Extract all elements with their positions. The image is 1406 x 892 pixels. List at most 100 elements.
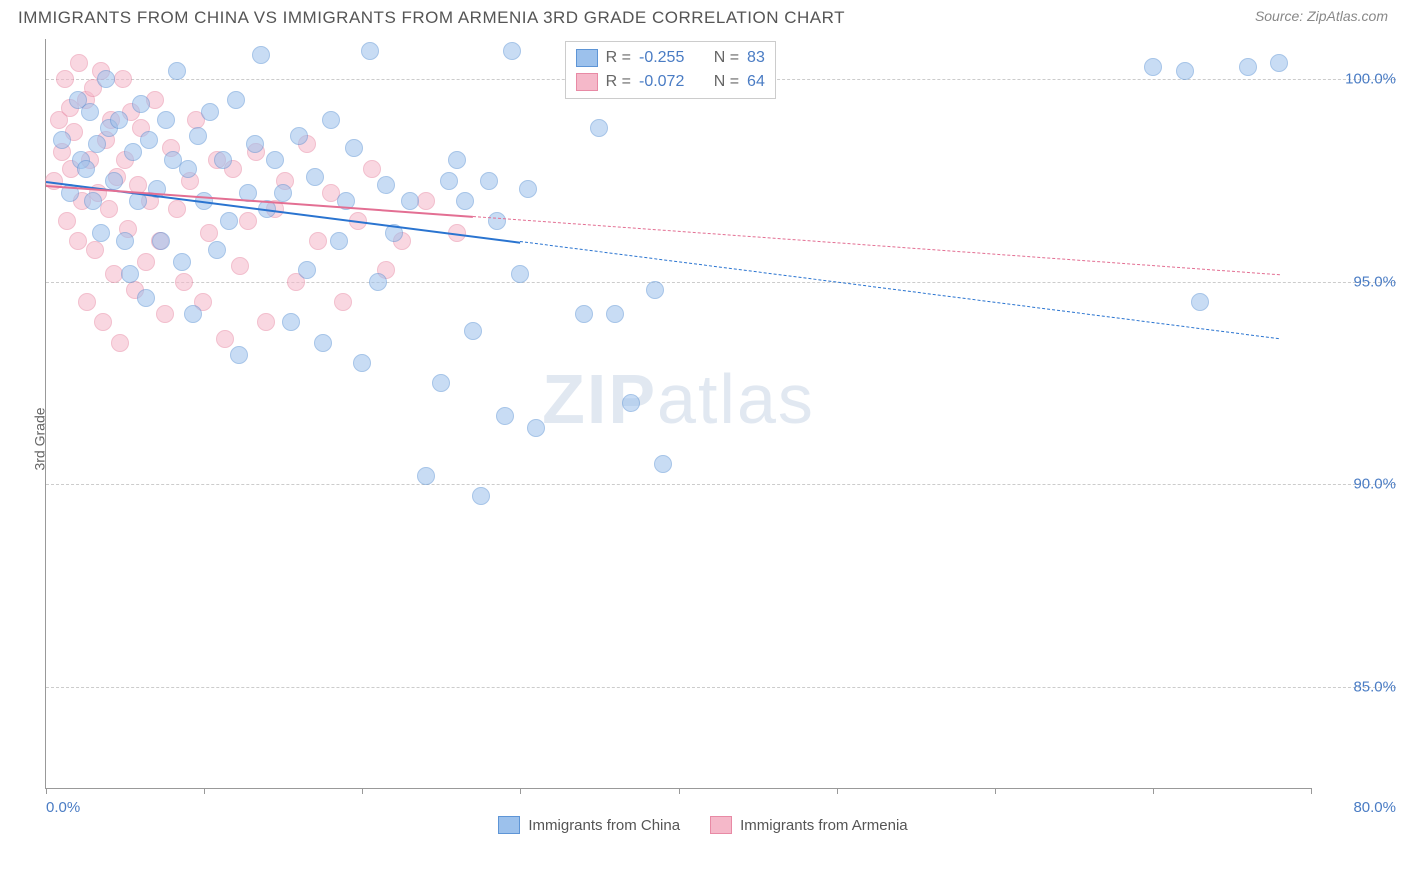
stat-R-value-armenia: -0.072 — [639, 70, 684, 94]
data-point-armenia — [70, 54, 88, 72]
legend-swatch-china — [576, 49, 598, 67]
data-point-china — [1270, 54, 1288, 72]
legend-swatch-china — [498, 816, 520, 834]
data-point-china — [110, 111, 128, 129]
data-point-armenia — [156, 305, 174, 323]
data-point-china — [81, 103, 99, 121]
data-point-china — [456, 192, 474, 210]
watermark-light: atlas — [657, 360, 815, 438]
data-point-china — [646, 281, 664, 299]
data-point-china — [1239, 58, 1257, 76]
data-point-china — [654, 455, 672, 473]
data-point-china — [227, 91, 245, 109]
data-point-china — [369, 273, 387, 291]
data-point-china — [606, 305, 624, 323]
data-point-china — [189, 127, 207, 145]
x-tick — [204, 788, 205, 794]
data-point-armenia — [257, 313, 275, 331]
data-point-china — [330, 232, 348, 250]
data-point-armenia — [69, 232, 87, 250]
data-point-armenia — [334, 293, 352, 311]
legend-swatch-armenia — [576, 73, 598, 91]
data-point-china — [527, 419, 545, 437]
source-prefix: Source: — [1255, 8, 1307, 24]
legend-item-armenia: Immigrants from Armenia — [710, 816, 908, 834]
x-tick — [1311, 788, 1312, 794]
data-point-china — [472, 487, 490, 505]
trend-line-armenia-dash — [473, 216, 1280, 275]
data-point-china — [519, 180, 537, 198]
stat-N-value-armenia: 64 — [747, 70, 765, 94]
source-name: ZipAtlas.com — [1307, 8, 1388, 24]
data-point-china — [417, 467, 435, 485]
data-point-armenia — [86, 241, 104, 259]
data-point-armenia — [231, 257, 249, 275]
data-point-china — [432, 374, 450, 392]
data-point-china — [266, 151, 284, 169]
data-point-armenia — [168, 200, 186, 218]
gridline-h — [46, 484, 1396, 485]
data-point-china — [77, 160, 95, 178]
x-tick — [362, 788, 363, 794]
stat-N-value-china: 83 — [747, 46, 765, 70]
data-point-china — [132, 95, 150, 113]
data-point-china — [252, 46, 270, 64]
data-point-china — [184, 305, 202, 323]
data-point-china — [214, 151, 232, 169]
y-tick-label: 95.0% — [1321, 273, 1396, 290]
data-point-china — [503, 42, 521, 60]
data-point-china — [179, 160, 197, 178]
x-tick-label: 0.0% — [46, 799, 80, 816]
data-point-china — [496, 407, 514, 425]
data-point-armenia — [239, 212, 257, 230]
stat-R-label: R = — [606, 70, 631, 94]
data-point-china — [84, 192, 102, 210]
legend-swatch-armenia — [710, 816, 732, 834]
stat-row-china: R = -0.255 N = 83 — [576, 46, 765, 70]
y-tick-label: 100.0% — [1321, 71, 1396, 88]
x-tick — [46, 788, 47, 794]
data-point-china — [1144, 58, 1162, 76]
data-point-china — [345, 139, 363, 157]
trend-line-china-dash — [520, 241, 1279, 339]
data-point-china — [246, 135, 264, 153]
data-point-armenia — [111, 334, 129, 352]
data-point-china — [157, 111, 175, 129]
gridline-h — [46, 282, 1396, 283]
data-point-china — [116, 232, 134, 250]
data-point-china — [137, 289, 155, 307]
data-point-armenia — [94, 313, 112, 331]
plot-area: ZIPatlas 85.0%90.0%95.0%100.0%0.0%80.0%R… — [45, 39, 1311, 789]
data-point-armenia — [417, 192, 435, 210]
chart-header: IMMIGRANTS FROM CHINA VS IMMIGRANTS FROM… — [0, 0, 1406, 34]
bottom-legend: Immigrants from China Immigrants from Arm… — [0, 816, 1406, 834]
data-point-china — [124, 143, 142, 161]
stat-R-label: R = — [606, 46, 631, 70]
data-point-china — [590, 119, 608, 137]
data-point-china — [448, 151, 466, 169]
data-point-china — [274, 184, 292, 202]
legend-item-china: Immigrants from China — [498, 816, 680, 834]
data-point-armenia — [363, 160, 381, 178]
data-point-china — [168, 62, 186, 80]
data-point-armenia — [216, 330, 234, 348]
data-point-china — [88, 135, 106, 153]
data-point-china — [511, 265, 529, 283]
x-tick — [995, 788, 996, 794]
legend-label-armenia: Immigrants from Armenia — [740, 817, 908, 834]
data-point-china — [401, 192, 419, 210]
data-point-china — [290, 127, 308, 145]
data-point-china — [306, 168, 324, 186]
data-point-china — [220, 212, 238, 230]
stat-row-armenia: R = -0.072 N = 64 — [576, 70, 765, 94]
stat-N-label: N = — [714, 70, 739, 94]
data-point-china — [314, 334, 332, 352]
x-tick — [679, 788, 680, 794]
chart-container: 3rd Grade ZIPatlas 85.0%90.0%95.0%100.0%… — [0, 34, 1406, 844]
y-tick-label: 90.0% — [1321, 476, 1396, 493]
data-point-china — [97, 70, 115, 88]
data-point-armenia — [78, 293, 96, 311]
data-point-china — [282, 313, 300, 331]
data-point-china — [140, 131, 158, 149]
data-point-china — [377, 176, 395, 194]
